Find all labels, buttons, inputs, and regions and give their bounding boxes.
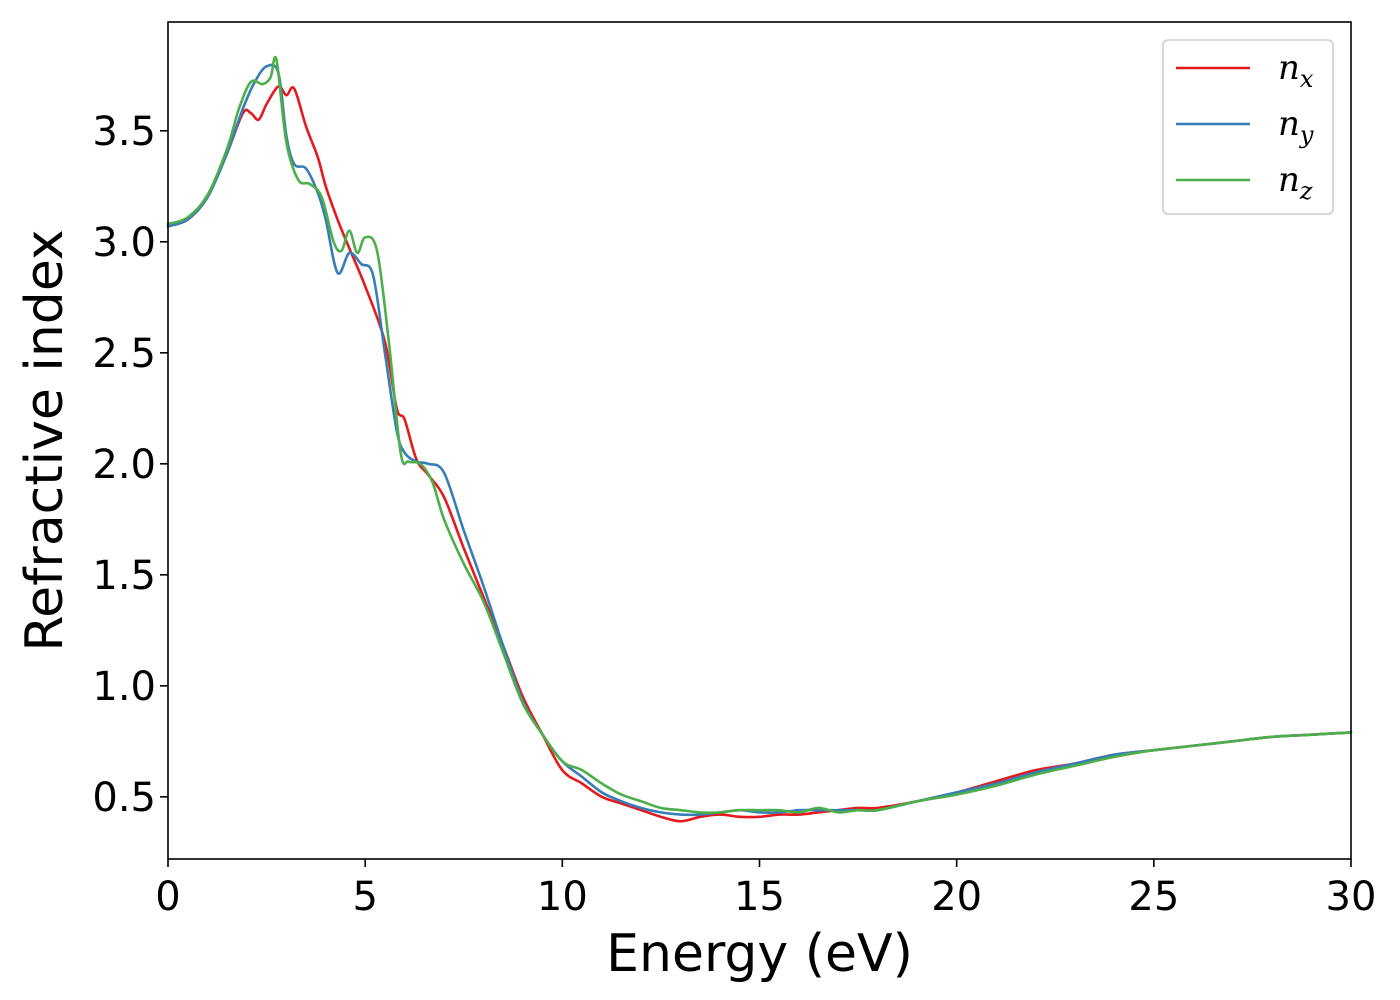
y-axis-title: Refractive index bbox=[15, 229, 75, 651]
x-tick-label: 10 bbox=[537, 874, 588, 920]
legend-label-x: nx bbox=[1278, 48, 1314, 93]
x-tick-label: 5 bbox=[352, 874, 377, 920]
x-tick-label: 20 bbox=[931, 874, 982, 920]
y-tick-label: 2.0 bbox=[92, 442, 156, 488]
y-tick-label: 3.0 bbox=[92, 220, 156, 266]
series-layer bbox=[166, 55, 1353, 823]
legend-frame bbox=[1162, 39, 1334, 215]
x-tick-label: 30 bbox=[1326, 874, 1377, 920]
y-tick-label: 2.5 bbox=[92, 331, 156, 377]
x-tick-label: 15 bbox=[734, 874, 785, 920]
y-tick-label: 0.5 bbox=[92, 775, 156, 821]
x-axis-ticks: 0 5 10 15 20 25 30 bbox=[155, 859, 1376, 920]
x-axis-title: Energy (eV) bbox=[606, 924, 913, 984]
legend: nx ny nz bbox=[1162, 39, 1334, 215]
x-tick-label: 25 bbox=[1128, 874, 1179, 920]
legend-label-y: ny bbox=[1278, 104, 1314, 149]
x-tick-label: 0 bbox=[155, 874, 180, 920]
legend-label-z: nz bbox=[1278, 160, 1313, 205]
series-line-n-x bbox=[166, 85, 1353, 823]
y-tick-label: 1.0 bbox=[92, 664, 156, 710]
y-tick-label: 3.5 bbox=[92, 109, 156, 155]
series-line-n-z bbox=[166, 55, 1353, 814]
y-axis-ticks: 0.5 1.0 1.5 2.0 2.5 3.0 3.5 bbox=[92, 109, 168, 821]
y-tick-label: 1.5 bbox=[92, 553, 156, 599]
